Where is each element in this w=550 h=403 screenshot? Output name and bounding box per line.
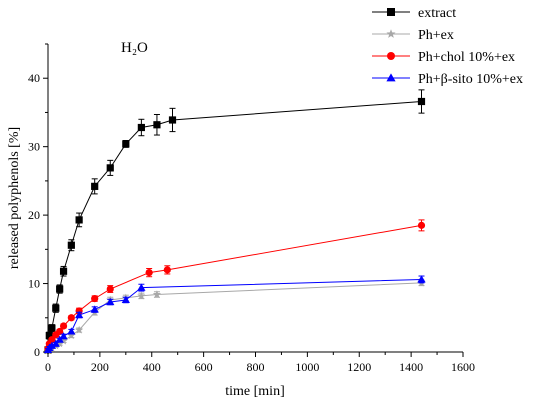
series-layer <box>43 89 426 355</box>
data-point <box>67 331 76 340</box>
data-point <box>91 295 99 303</box>
x-tick-label: 0 <box>45 360 51 374</box>
chart-annotation: H₂O <box>121 40 148 56</box>
series-ph-ex <box>43 278 426 355</box>
x-tick-label: 1600 <box>451 360 475 374</box>
y-tick-label: 20 <box>28 208 40 222</box>
data-point <box>91 182 99 190</box>
data-point <box>56 285 64 293</box>
x-tick-label: 600 <box>195 360 213 374</box>
y-tick-label: 30 <box>28 140 40 154</box>
data-point <box>51 339 60 347</box>
data-point <box>417 221 426 229</box>
data-point <box>106 297 115 306</box>
series-ph-sito-10-ex <box>43 275 426 354</box>
y-tick-label: 40 <box>28 71 40 85</box>
data-point <box>48 336 56 344</box>
x-axis-title: time [min] <box>225 384 285 399</box>
data-point <box>137 123 145 132</box>
legend-label-ph-chol-10-ex: Ph+chol 10%+ex <box>418 50 515 65</box>
y-tick-label: 10 <box>28 277 40 291</box>
data-point <box>417 97 426 106</box>
legend-marker-ph-sito-10-ex <box>386 73 396 82</box>
data-point <box>74 310 84 319</box>
legend-marker-ph-chol-10-ex <box>387 52 395 60</box>
data-point <box>55 339 64 348</box>
legend-label-ph-sito-10-ex: Ph+β-sito 10%+ex <box>418 72 523 87</box>
data-point <box>153 121 161 129</box>
data-point <box>145 269 153 277</box>
legend: extract Ph+ex Ph+chol 10%+ex Ph+β-sito 10%+… <box>372 6 523 87</box>
legend-marker-ph-ex <box>386 29 396 38</box>
x-tick-label: 1200 <box>347 360 371 374</box>
data-point <box>137 291 146 300</box>
data-point <box>75 216 83 224</box>
data-point <box>90 305 99 313</box>
data-point <box>59 322 68 330</box>
data-point <box>59 336 68 345</box>
series-extract <box>44 89 426 354</box>
data-point <box>75 325 84 334</box>
data-point <box>56 327 64 336</box>
data-point <box>121 295 130 304</box>
legend-label-extract: extract <box>418 6 456 21</box>
series-line-extract <box>47 100 422 350</box>
data-point <box>67 314 75 322</box>
data-point <box>152 290 162 298</box>
data-point <box>67 241 75 249</box>
data-point <box>59 267 68 275</box>
legend-marker-extract <box>387 8 395 16</box>
y-tick-label: 0 <box>34 345 40 359</box>
data-point <box>417 275 426 283</box>
axes: 0 200 400 600 800 1000 1200 1400 1600 0 10 20 30 40 <box>28 43 475 374</box>
x-tick-label: 1000 <box>295 360 319 374</box>
data-point <box>52 304 60 312</box>
x-tick-label: 1400 <box>399 360 423 374</box>
series-line-ph-sito-10-ex <box>47 278 422 351</box>
data-point <box>106 285 114 293</box>
data-point <box>45 331 53 340</box>
data-point <box>168 116 177 124</box>
x-tick-label: 200 <box>91 360 109 374</box>
data-point <box>48 324 56 332</box>
legend-label-ph-ex: Ph+ex <box>418 28 454 43</box>
data-point <box>122 140 130 148</box>
data-point <box>137 283 146 291</box>
data-point <box>67 327 76 335</box>
series-line-ph-chol-10-ex <box>47 224 422 349</box>
x-tick-label: 800 <box>247 360 265 374</box>
data-point <box>47 341 57 349</box>
data-point <box>59 332 68 340</box>
data-point <box>106 164 114 172</box>
data-point <box>163 266 171 274</box>
y-axis-title: released polyphenols [%] <box>7 127 22 269</box>
series-ph-chol-10-ex <box>44 219 426 353</box>
x-tick-label: 400 <box>143 360 161 374</box>
